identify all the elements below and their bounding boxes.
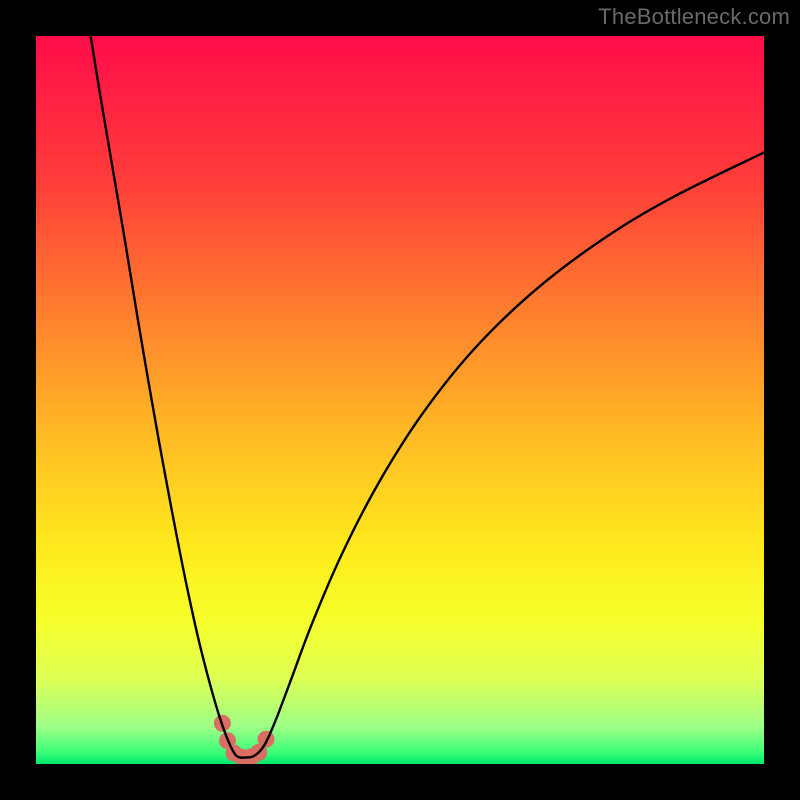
chart-plot [36,36,764,764]
plot-background [36,36,764,764]
watermark-text: TheBottleneck.com [598,4,790,30]
chart-container: TheBottleneck.com [0,0,800,800]
curve-marker [258,731,275,748]
